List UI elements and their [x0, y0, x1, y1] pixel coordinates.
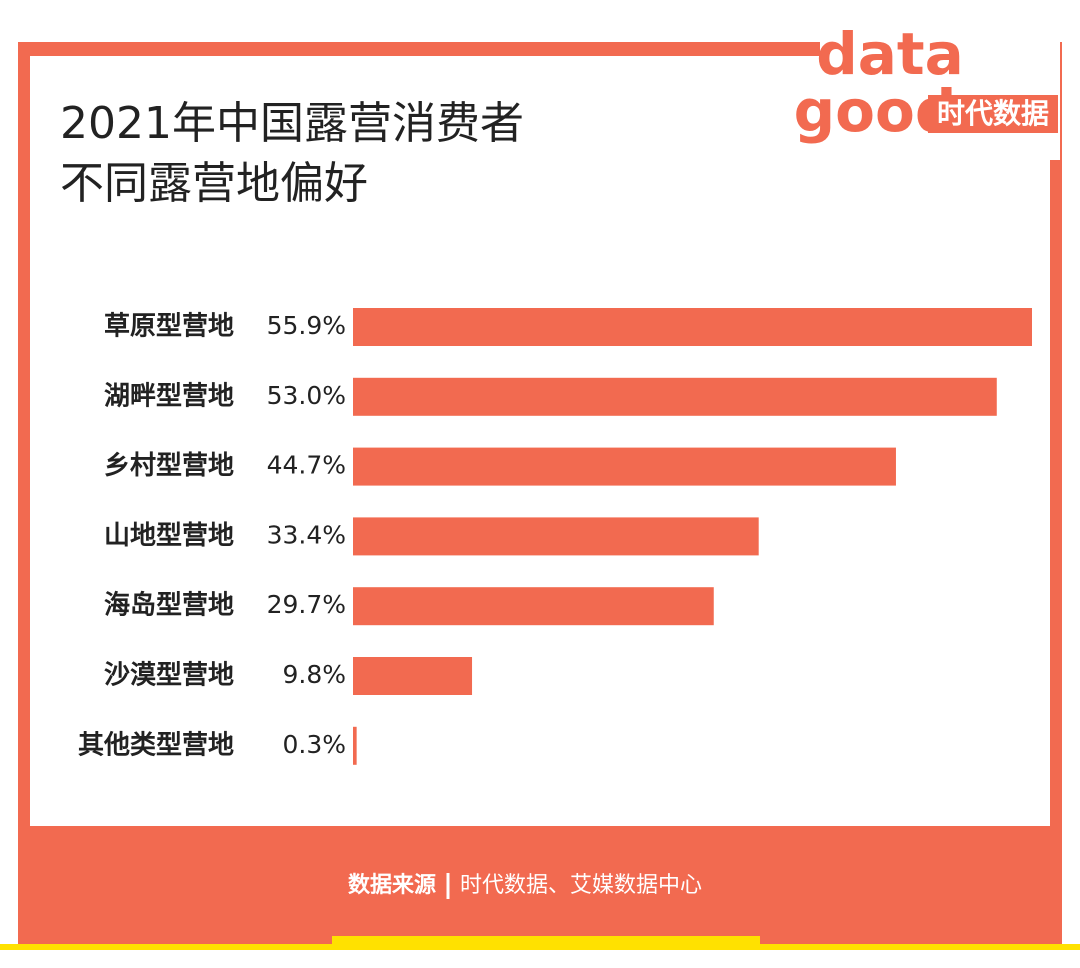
category-label: 湖畔型营地 — [104, 381, 234, 411]
bottom-strip — [332, 936, 760, 950]
value-label: 9.8% — [282, 660, 346, 689]
category-label: 草原型营地 — [104, 312, 234, 342]
value-label: 55.9% — [267, 311, 346, 340]
category-label: 其他类型营地 — [78, 730, 234, 760]
value-label: 53.0% — [267, 381, 346, 410]
logo-bg — [820, 20, 1060, 160]
logo-box — [928, 95, 1058, 133]
chart-title: 2021年中国露营消费者 — [60, 98, 524, 149]
bar — [353, 377, 997, 416]
category-label: 山地型营地 — [104, 521, 234, 551]
chart-title: 不同露营地偏好 — [60, 158, 368, 209]
category-label: 乡村型营地 — [104, 451, 234, 481]
value-label: 0.3% — [282, 730, 346, 759]
bar — [353, 517, 759, 556]
panel — [30, 56, 1050, 826]
logo-text: data — [816, 20, 964, 88]
source: 时代数据、艾媒数据中心 — [460, 873, 702, 898]
category-label: 沙漠型营地 — [104, 661, 234, 691]
bar — [353, 447, 896, 486]
bar — [353, 657, 473, 695]
bar — [353, 726, 357, 765]
value-label: 44.7% — [267, 451, 346, 480]
category-label: 海岛型营地 — [104, 590, 234, 621]
value-label: 29.7% — [267, 590, 346, 619]
logo-brand: 时代数据 — [937, 97, 1049, 130]
value-label: 33.4% — [267, 520, 346, 549]
source-label: 数据来源 — [348, 872, 436, 898]
bar — [353, 587, 714, 626]
bar — [353, 308, 1032, 346]
